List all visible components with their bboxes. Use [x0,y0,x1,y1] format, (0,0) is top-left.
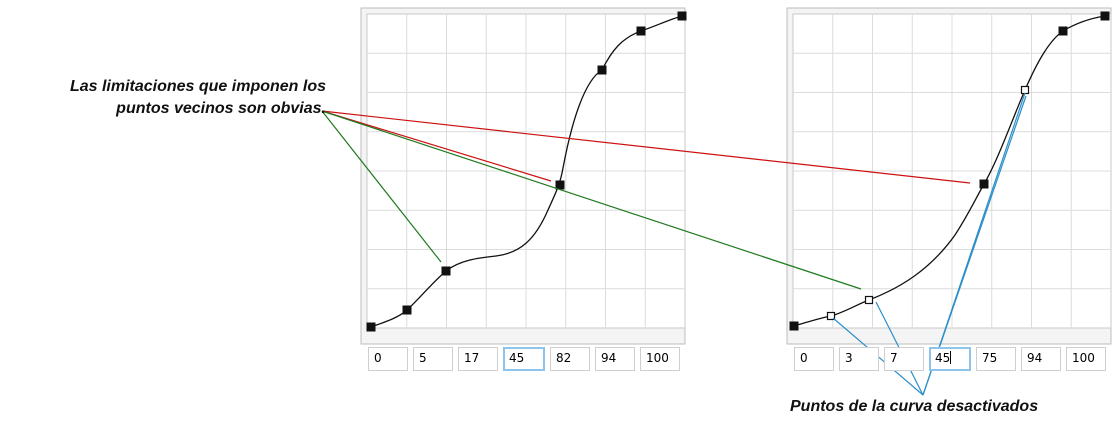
point-value-text: 45 [509,351,525,365]
point-value-field[interactable]: 0 [368,347,408,371]
curve-point-active[interactable] [366,322,376,332]
curve-panel-right [786,7,1112,345]
annotation-line-1: Las limitaciones que imponen los [69,78,326,95]
point-value-field[interactable]: 100 [1066,347,1106,371]
text-caret [950,351,952,364]
point-value-text: 82 [556,351,572,365]
point-value-field[interactable]: 100 [640,347,680,371]
curve-point-active[interactable] [597,65,607,75]
point-value-text: 94 [601,351,617,365]
annotation-line-2: puntos vecinos son obvias. [116,100,326,117]
point-value-text: 0 [800,351,808,365]
point-value-field[interactable]: 0 [794,347,834,371]
leader-red-left [321,110,552,182]
point-value-text: 45 [935,351,951,365]
point-value-text: 7 [890,351,898,365]
leader-red-right [321,110,971,184]
curve-point-active[interactable] [402,305,412,315]
curve-point-active[interactable] [677,11,687,21]
curve-point-active[interactable] [1058,26,1068,36]
curve-point-active[interactable] [1100,11,1110,21]
point-value-text: 0 [374,351,382,365]
point-value-text: 94 [1027,351,1043,365]
point-value-field[interactable]: 75 [976,347,1016,371]
point-values-right: 0 3 7 45 75 94 100 [794,347,1111,371]
point-value-text: 100 [646,351,669,365]
leader-green-left [321,110,442,263]
annotation-neighbor-limits: Las limitaciones que imponen los puntos … [70,76,326,120]
leader-lines [321,92,1027,396]
point-value-field[interactable]: 17 [458,347,498,371]
curve-point-disabled[interactable] [1020,85,1030,95]
point-value-field[interactable]: 82 [550,347,590,371]
curve-point-active[interactable] [789,321,799,331]
point-value-field[interactable]: 94 [595,347,635,371]
leader-green-right [321,110,862,290]
annotation-disabled-points: Puntos de la curva desactivados [790,398,1039,415]
point-value-field-active[interactable]: 45 [929,347,971,371]
tone-curve [793,15,1106,327]
point-value-field[interactable]: 3 [839,347,879,371]
grid [793,14,1111,328]
point-value-text: 3 [845,351,853,365]
point-value-text: 5 [419,351,427,365]
point-values-left: 0 5 17 45 82 94 100 [368,347,685,371]
tone-curve [370,15,683,328]
point-value-field[interactable]: 94 [1021,347,1061,371]
curve-panel-left [360,7,687,345]
point-value-field-active[interactable]: 45 [503,347,545,371]
curve-point-disabled[interactable] [864,295,874,305]
point-value-text: 17 [464,351,480,365]
curve-point-active[interactable] [555,180,565,190]
point-value-field[interactable]: 7 [884,347,924,371]
curve-point-active[interactable] [979,179,989,189]
point-value-text: 75 [982,351,998,365]
curve-point-disabled[interactable] [826,311,836,321]
leader-blue-4 [922,95,1027,396]
grid [367,14,685,328]
point-value-field[interactable]: 5 [413,347,453,371]
curve-point-active[interactable] [636,26,646,36]
point-value-text: 100 [1072,351,1095,365]
curve-point-active[interactable] [441,266,451,276]
